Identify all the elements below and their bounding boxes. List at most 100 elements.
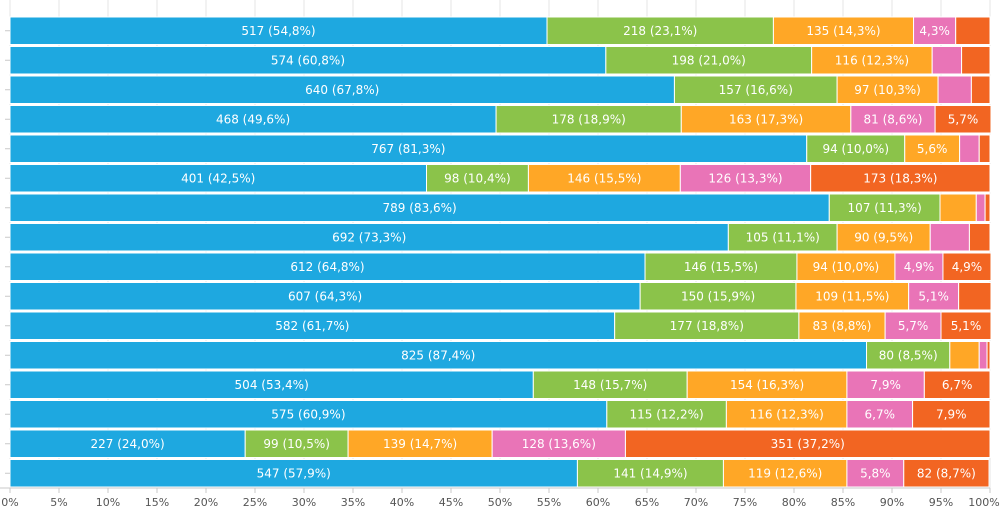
bar-segment-r10-s2[interactable] [798, 311, 886, 340]
bar-segment-r12-s0[interactable] [9, 370, 534, 399]
bar-segment-r14-s3[interactable] [491, 429, 626, 458]
bar-segment-r13-s3[interactable] [846, 400, 914, 429]
bar-row-7: 692 (73,3%) 105 (11,1%) 90 (9,5%) [9, 223, 991, 252]
data-label: 582 (61,7%) [275, 319, 349, 333]
bar-segment-r4-s2[interactable] [904, 134, 961, 163]
bar-segment-r8-s4[interactable] [942, 252, 992, 281]
bar-segment-r14-s4[interactable] [624, 429, 991, 458]
bar-segment-r7-s2[interactable] [836, 223, 931, 252]
bar-segment-r6-s2[interactable] [939, 193, 977, 222]
data-label: 126 (13,3%) [708, 171, 782, 185]
bar-segment-r4-s4[interactable] [978, 134, 991, 163]
bar-segment-r9-s0[interactable] [9, 282, 641, 311]
bar-segment-r3-s4[interactable] [934, 105, 992, 134]
bar-segment-r13-s4[interactable] [912, 400, 991, 429]
data-label: 177 (18,8%) [670, 319, 744, 333]
bar-segment-r11-s0[interactable] [9, 341, 868, 370]
bar-segment-r5-s4[interactable] [810, 164, 991, 193]
bar-row-14: 227 (24,0%) 99 (10,5%) 139 (14,7%) 128 (13,… [9, 429, 991, 458]
data-label: 135 (14,3%) [806, 24, 880, 38]
data-label: 575 (60,9%) [271, 407, 345, 421]
bar-segment-r15-s4[interactable] [903, 459, 990, 488]
bar-segment-r15-s3[interactable] [846, 459, 905, 488]
bar-segment-r14-s2[interactable] [347, 429, 493, 458]
data-label: 90 (9,5%) [854, 230, 913, 244]
bar-segment-r1-s4[interactable] [961, 46, 991, 75]
bar-row-8: 612 (64,8%) 146 (15,5%) 94 (10,0%) 4,9% 4,9% [9, 252, 992, 281]
data-label: 139 (14,7%) [383, 437, 457, 451]
bar-segment-r6-s1[interactable] [828, 193, 941, 222]
bar-segment-r11-s4[interactable] [986, 341, 991, 370]
data-label: 94 (10,0%) [822, 142, 889, 156]
bar-segment-r2-s1[interactable] [673, 75, 838, 104]
bar-row-1: 574 (60,8%) 198 (21,0%) 116 (12,3%) [9, 46, 991, 75]
bar-segment-r7-s4[interactable] [968, 223, 991, 252]
bar-segment-r11-s3[interactable] [978, 341, 988, 370]
bar-row-3: 468 (49,6%) 178 (18,9%) 163 (17,3%) 81 (8,6… [9, 105, 992, 134]
bar-segment-r3-s2[interactable] [680, 105, 852, 134]
bar-segment-r5-s0[interactable] [9, 164, 427, 193]
data-label: 351 (37,2%) [771, 437, 845, 451]
bar-segment-r6-s3[interactable] [975, 193, 986, 222]
bar-segment-r0-s4[interactable] [955, 16, 991, 45]
bar-segment-r12-s1[interactable] [532, 370, 688, 399]
x-tick-label: 85% [831, 496, 855, 509]
bar-segment-r3-s3[interactable] [850, 105, 936, 134]
bar-segment-r13-s0[interactable] [9, 400, 608, 429]
bar-segment-r2-s2[interactable] [836, 75, 939, 104]
bar-segment-r2-s0[interactable] [9, 75, 675, 104]
bar-segment-r9-s4[interactable] [958, 282, 992, 311]
bar-segment-r5-s1[interactable] [426, 164, 529, 193]
x-tick-label: 90% [880, 496, 904, 509]
bar-segment-r7-s3[interactable] [929, 223, 970, 252]
bar-segment-r8-s1[interactable] [644, 252, 798, 281]
data-label: 6,7% [942, 378, 973, 392]
x-tick-label: 60% [586, 496, 610, 509]
bar-segment-r1-s3[interactable] [931, 46, 963, 75]
data-label: 115 (12,2%) [629, 407, 703, 421]
bar-segment-r14-s1[interactable] [244, 429, 349, 458]
bar-segment-r10-s4[interactable] [940, 311, 992, 340]
bar-segment-r15-s1[interactable] [576, 459, 724, 488]
x-tick-label: 70% [684, 496, 708, 509]
bar-segment-r10-s1[interactable] [614, 311, 800, 340]
bar-segment-r10-s3[interactable] [884, 311, 942, 340]
data-label: 97 (10,3%) [854, 83, 921, 97]
bar-segment-r8-s2[interactable] [796, 252, 896, 281]
bar-segment-r0-s3[interactable] [913, 16, 957, 45]
bar-segment-r1-s0[interactable] [9, 46, 607, 75]
data-label: 789 (83,6%) [383, 201, 457, 215]
bar-segment-r4-s3[interactable] [959, 134, 980, 163]
bar-segment-r2-s4[interactable] [970, 75, 991, 104]
data-label: 4,9% [952, 260, 983, 274]
data-label: 99 (10,5%) [263, 437, 330, 451]
data-label: 547 (57,9%) [257, 466, 331, 480]
bar-segment-r1-s1[interactable] [605, 46, 813, 75]
data-label: 163 (17,3%) [729, 112, 803, 126]
x-tick-label: 75% [733, 496, 757, 509]
data-label: 607 (64,3%) [288, 289, 362, 303]
x-tick-label: 35% [341, 496, 365, 509]
bar-segment-r4-s0[interactable] [9, 134, 808, 163]
bar-segment-r11-s1[interactable] [866, 341, 951, 370]
bar-segment-r9-s2[interactable] [795, 282, 910, 311]
data-label: 7,9% [870, 378, 901, 392]
bar-row-9: 607 (64,3%) 150 (15,9%) 109 (11,5%) 5,1% [9, 282, 992, 311]
bar-segment-r7-s0[interactable] [9, 223, 729, 252]
bar-row-13: 575 (60,9%) 115 (12,2%) 116 (12,3%) 6,7% 7,9… [9, 400, 991, 429]
bar-segment-r5-s2[interactable] [527, 164, 681, 193]
data-label: 692 (73,3%) [332, 230, 406, 244]
x-tick-label: 45% [439, 496, 463, 509]
bar-segment-r13-s2[interactable] [725, 400, 848, 429]
bar-segment-r11-s2[interactable] [949, 341, 980, 370]
bar-segment-r2-s3[interactable] [937, 75, 972, 104]
bar-segment-r13-s1[interactable] [606, 400, 727, 429]
bar-segment-r15-s2[interactable] [722, 459, 848, 488]
bar-segment-r6-s4[interactable] [984, 193, 991, 222]
data-label: 7,9% [936, 407, 967, 421]
data-label: 154 (16,3%) [730, 378, 804, 392]
bar-segment-r10-s0[interactable] [9, 311, 616, 340]
bar-segment-r12-s4[interactable] [923, 370, 991, 399]
bar-row-12: 504 (53,4%) 148 (15,7%) 154 (16,3%) 7,9% 6,7… [9, 370, 991, 399]
